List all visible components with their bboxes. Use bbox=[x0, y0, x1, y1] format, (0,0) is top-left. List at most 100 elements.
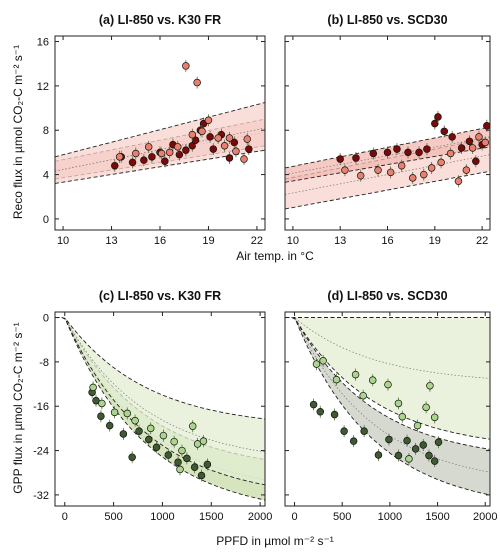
data-point bbox=[140, 156, 148, 164]
data-point bbox=[105, 421, 114, 430]
data-point bbox=[415, 148, 423, 157]
data-point bbox=[225, 134, 234, 142]
data-point bbox=[394, 399, 403, 408]
data-point bbox=[434, 438, 443, 447]
data-point bbox=[164, 451, 173, 459]
data-point bbox=[214, 134, 222, 142]
data-point bbox=[220, 141, 229, 150]
data-point bbox=[425, 451, 433, 460]
data-point bbox=[341, 166, 349, 174]
y-axis-label-top: Reco flux in µmol CO₂-C m⁻² s⁻¹ bbox=[11, 45, 25, 219]
x-tick-label: 22 bbox=[476, 235, 488, 247]
plot-frame bbox=[284, 311, 491, 507]
data-point bbox=[145, 435, 153, 444]
band-lower-edge-1 bbox=[285, 170, 490, 210]
data-point bbox=[431, 119, 439, 128]
data-point bbox=[483, 122, 490, 130]
data-point bbox=[340, 427, 348, 435]
data-point bbox=[111, 161, 119, 170]
data-point bbox=[330, 410, 339, 419]
data-point bbox=[316, 408, 325, 416]
band-lower-edge-1 bbox=[55, 317, 265, 501]
data-point bbox=[405, 455, 413, 463]
band-lower-edge-2 bbox=[285, 317, 490, 496]
x-tick-label: 16 bbox=[381, 235, 393, 247]
data-point bbox=[360, 427, 368, 435]
data-point bbox=[397, 161, 406, 170]
x-tick-label: 2000 bbox=[248, 511, 272, 523]
panel-c: 0 500 1000 1500 2000 0 -8 -16 -24 -32 (c) LI-850 v… bbox=[33, 289, 272, 523]
y-tick-label: 4 bbox=[43, 170, 49, 182]
x-tick-label: 500 bbox=[104, 511, 122, 523]
panel-title: (a) LI-850 vs. K30 FR bbox=[99, 13, 221, 27]
panel-title: (b) LI-850 vs. SCD30 bbox=[327, 13, 447, 27]
confidence-band-2 bbox=[55, 102, 265, 184]
data-point bbox=[190, 463, 199, 471]
data-point bbox=[426, 381, 434, 390]
data-point bbox=[446, 149, 455, 158]
data-point bbox=[349, 437, 358, 445]
data-point bbox=[152, 443, 161, 451]
data-point bbox=[468, 144, 477, 152]
data-point bbox=[182, 146, 190, 154]
fit-line-1 bbox=[285, 317, 490, 379]
data-point bbox=[385, 435, 393, 444]
panel-a: 10 13 16 19 22 0 4 8 12 16 (a) LI-850 vs. K30 FR bbox=[37, 13, 266, 247]
data-point bbox=[175, 150, 184, 159]
data-point bbox=[146, 424, 155, 433]
data-point bbox=[144, 143, 153, 151]
data-point bbox=[423, 145, 431, 153]
data-point bbox=[148, 153, 156, 161]
panel-title: (d) LI-850 vs. SCD30 bbox=[327, 289, 447, 303]
data-point bbox=[383, 148, 392, 157]
data-point bbox=[430, 457, 439, 465]
fit-line-2 bbox=[55, 317, 265, 453]
data-point bbox=[393, 145, 401, 153]
data-point bbox=[420, 170, 428, 179]
x-tick-label: 16 bbox=[154, 235, 166, 247]
data-point bbox=[386, 168, 395, 177]
data-point bbox=[174, 458, 182, 466]
data-point bbox=[232, 147, 240, 156]
data-point bbox=[454, 177, 463, 185]
data-point bbox=[403, 436, 411, 445]
data-point bbox=[165, 148, 174, 157]
y-tick-label: 8 bbox=[43, 125, 49, 137]
band-upper-edge-2 bbox=[55, 317, 265, 420]
y-tick-label: -16 bbox=[33, 401, 49, 413]
panel-title: (c) LI-850 vs. K30 FR bbox=[99, 289, 221, 303]
data-point bbox=[465, 137, 474, 146]
confidence-band-1 bbox=[285, 317, 490, 440]
x-tick-label: 19 bbox=[429, 235, 441, 247]
data-point bbox=[351, 370, 360, 379]
x-tick-label: 22 bbox=[251, 235, 263, 247]
band-upper-edge-2 bbox=[55, 102, 265, 158]
data-point bbox=[422, 403, 430, 412]
data-point bbox=[319, 357, 327, 365]
data-point bbox=[178, 446, 186, 455]
data-point bbox=[434, 113, 442, 121]
x-tick-label: 2000 bbox=[473, 511, 497, 523]
data-point bbox=[197, 471, 206, 480]
data-point bbox=[128, 158, 137, 167]
band-upper-edge-2 bbox=[285, 317, 490, 450]
data-point bbox=[225, 154, 234, 162]
x-tick-label: 500 bbox=[333, 511, 351, 523]
data-point bbox=[430, 413, 439, 422]
data-point bbox=[419, 441, 428, 449]
plot-area bbox=[55, 317, 265, 501]
plot-area bbox=[55, 59, 265, 184]
data-point bbox=[131, 416, 139, 425]
y-tick-label: -8 bbox=[39, 357, 49, 369]
data-point bbox=[369, 149, 378, 158]
data-point bbox=[411, 445, 420, 453]
data-point bbox=[408, 174, 417, 182]
data-point bbox=[204, 116, 213, 125]
y-tick-label: -32 bbox=[33, 490, 49, 502]
confidence-band-2 bbox=[285, 317, 490, 495]
data-point bbox=[437, 158, 445, 167]
data-point bbox=[135, 427, 143, 435]
data-point bbox=[309, 400, 318, 409]
band-lower-edge-2 bbox=[285, 146, 490, 183]
